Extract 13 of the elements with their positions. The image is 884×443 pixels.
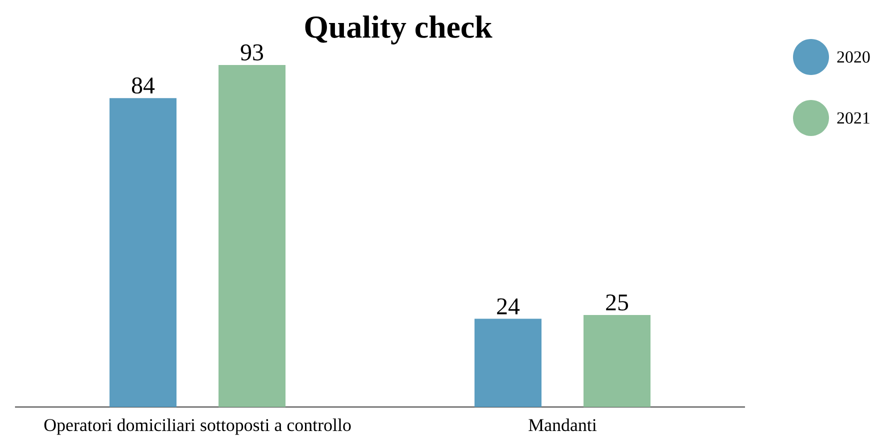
data-label: 24	[497, 298, 520, 314]
x-tick-label: Mandanti	[528, 418, 597, 432]
bar	[218, 64, 286, 407]
bar	[110, 98, 177, 407]
data-label: 93	[240, 44, 264, 60]
bar	[474, 318, 542, 407]
legend-label: 2021	[837, 112, 870, 124]
bar	[584, 315, 651, 407]
data-label: 84	[132, 77, 155, 94]
x-tick-label: Operatori domiciliari sottoposti a controllo	[44, 418, 351, 435]
legend-label: 2020	[837, 51, 870, 63]
chart-title: Quality check	[305, 16, 492, 44]
data-label: 25	[606, 294, 628, 311]
